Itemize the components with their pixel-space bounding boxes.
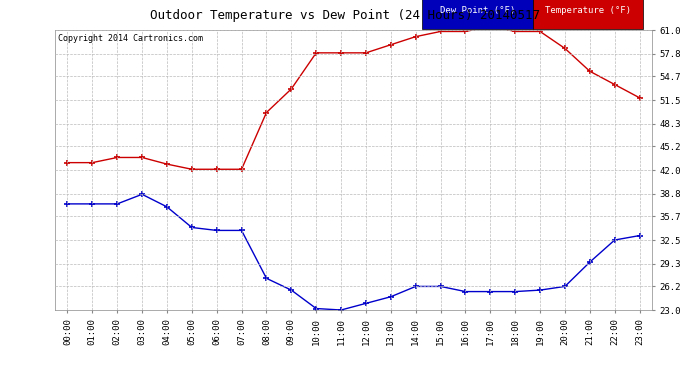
FancyBboxPatch shape [533,0,643,28]
Text: Outdoor Temperature vs Dew Point (24 Hours) 20140517: Outdoor Temperature vs Dew Point (24 Hou… [150,9,540,22]
Text: Temperature (°F): Temperature (°F) [545,6,631,15]
FancyBboxPatch shape [422,0,533,28]
Text: Copyright 2014 Cartronics.com: Copyright 2014 Cartronics.com [59,34,204,43]
Text: Dew Point (°F): Dew Point (°F) [440,6,515,15]
